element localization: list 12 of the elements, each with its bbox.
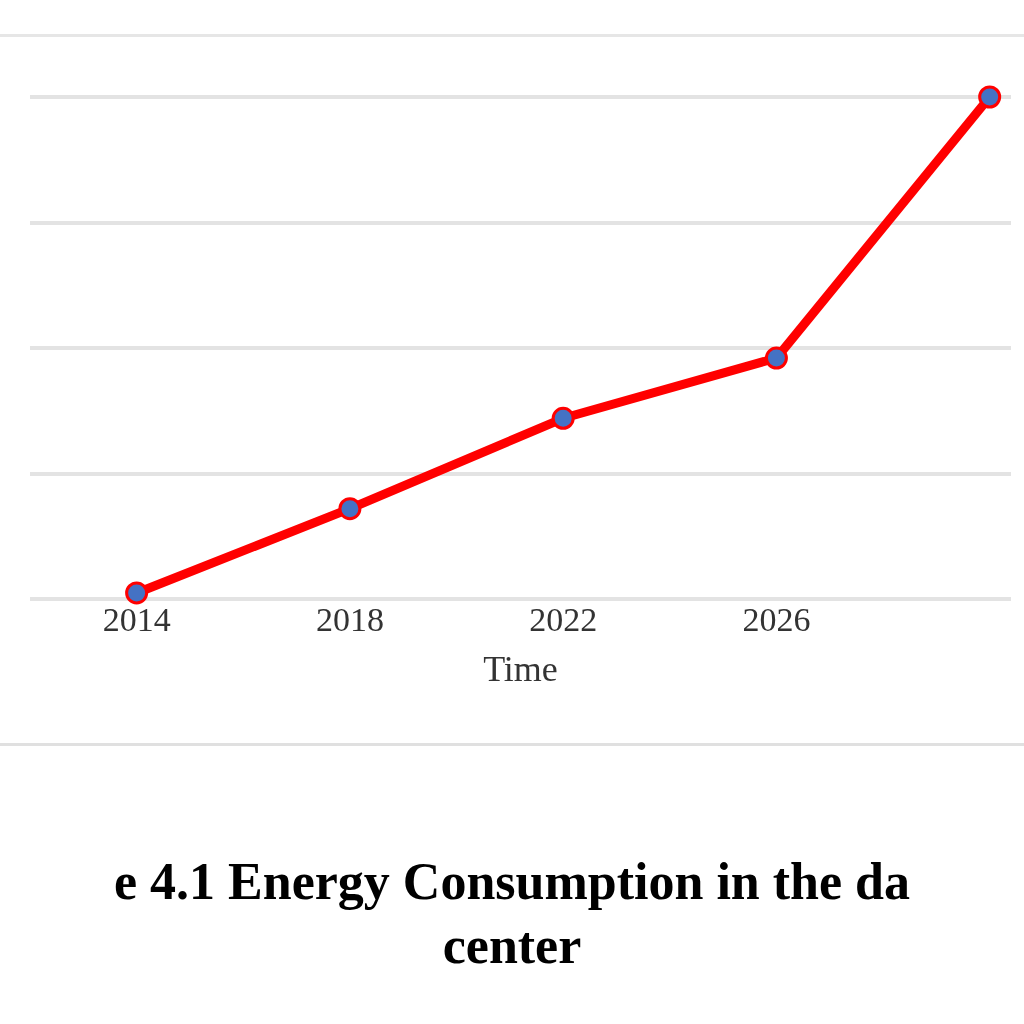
point xyxy=(551,406,575,430)
point xyxy=(338,497,362,521)
x-tick-label: 2022 xyxy=(529,601,598,639)
text: center xyxy=(441,916,583,976)
point xyxy=(125,581,149,605)
point xyxy=(978,85,1002,109)
x-tick-label: 2026 xyxy=(742,601,811,639)
x-tick-label: 2014 xyxy=(102,601,171,639)
x-axis-title: Time xyxy=(483,648,558,689)
point xyxy=(764,346,788,370)
text: e 4.1 Energy Consumption in the da xyxy=(113,852,911,912)
x-tick-label: 2018 xyxy=(315,601,384,639)
